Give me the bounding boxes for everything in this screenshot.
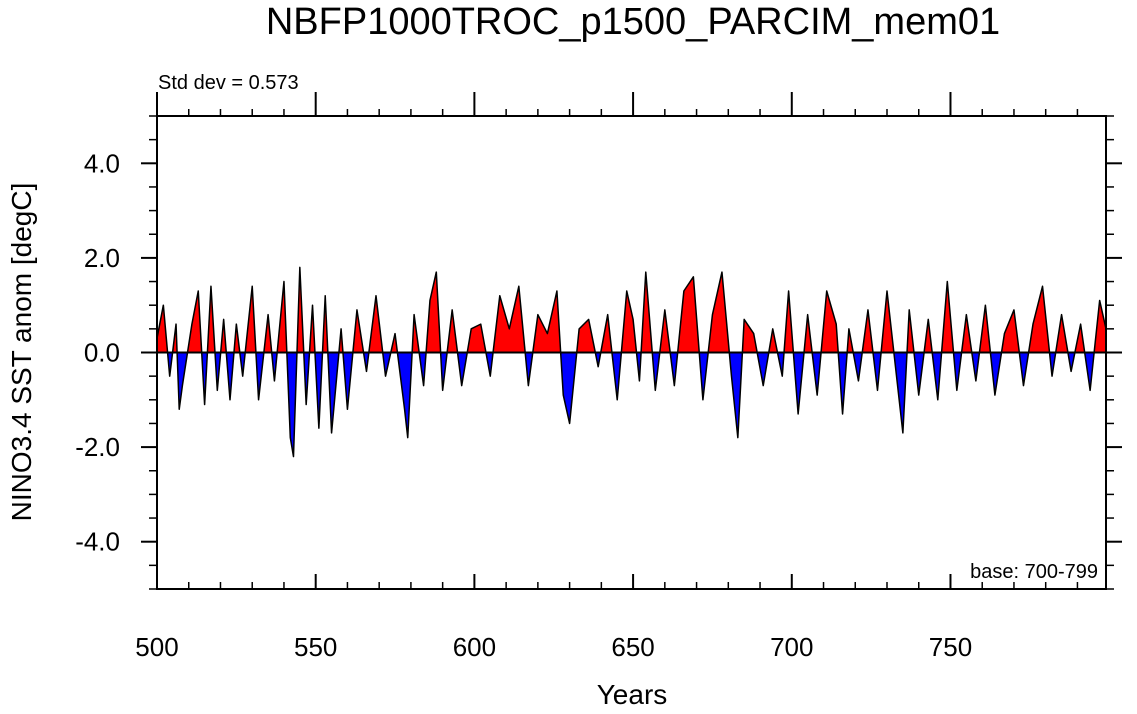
chart-title: NBFP1000TROC_p1500_PARCIM_mem01 bbox=[266, 1, 1000, 43]
x-tick-label: 600 bbox=[453, 632, 496, 662]
x-tick-label: 650 bbox=[611, 632, 654, 662]
tick-labels: 500 550 600 650 700 750 -4.0 -2.0 0.0 2.0 4.0 bbox=[75, 148, 972, 662]
x-axis-label: Years bbox=[597, 679, 668, 710]
x-tick-label: 550 bbox=[294, 632, 337, 662]
y-tick-label: -4.0 bbox=[75, 527, 120, 557]
x-tick-label: 750 bbox=[929, 632, 972, 662]
y-tick-label: -2.0 bbox=[75, 432, 120, 462]
positive-anomaly-fill bbox=[157, 267, 1106, 353]
y-tick-label: 2.0 bbox=[84, 243, 120, 273]
y-tick-label: 0.0 bbox=[84, 338, 120, 368]
std-dev-note: Std dev = 0.573 bbox=[158, 72, 299, 94]
x-tick-label: 700 bbox=[770, 632, 813, 662]
series-line bbox=[156, 266, 1107, 458]
plot-area bbox=[156, 266, 1107, 458]
negative-anomaly-fill bbox=[157, 352, 1106, 457]
axis-ticks bbox=[141, 92, 1122, 590]
y-tick-label: 4.0 bbox=[84, 148, 120, 178]
plot-frame bbox=[156, 115, 1107, 590]
y-axis-label: NINO3.4 SST anom [degC] bbox=[6, 183, 37, 522]
x-tick-label: 500 bbox=[135, 632, 178, 662]
base-period-note: base: 700-799 bbox=[970, 561, 1098, 583]
